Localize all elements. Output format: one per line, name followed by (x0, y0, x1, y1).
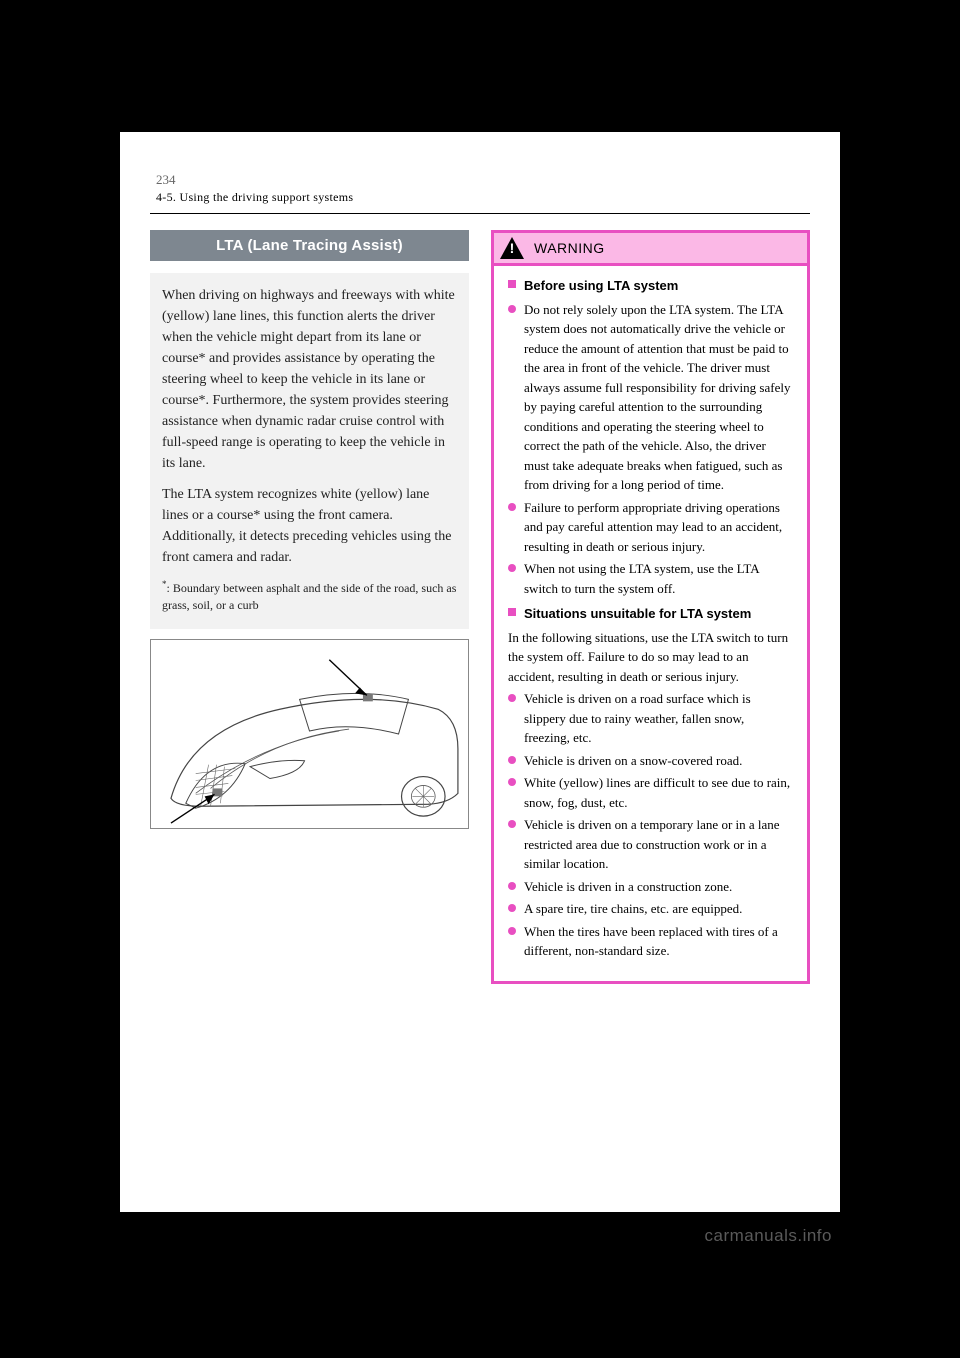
bullet-text: Vehicle is driven on a snow-covered road… (524, 751, 793, 771)
dot-bullet-icon (508, 694, 516, 702)
intro-paragraph: When driving on highways and freeways wi… (162, 285, 457, 474)
warning-section: Situations unsuitable for LTA system In … (508, 604, 793, 961)
dot-bullet-icon (508, 882, 516, 890)
bullet-text: When the tires have been replaced with t… (524, 922, 793, 961)
divider (150, 213, 810, 214)
footnote-definition: *: Boundary between asphalt and the side… (162, 578, 457, 615)
warning-section-title-text: Before using LTA system (524, 276, 678, 296)
warning-bullet: Vehicle is driven on a temporary lane or… (508, 815, 793, 874)
bullet-text: A spare tire, tire chains, etc. are equi… (524, 899, 793, 919)
bullet-text: Vehicle is driven in a construction zone… (524, 877, 793, 897)
warning-label: WARNING (534, 240, 605, 256)
warning-bullet: Vehicle is driven on a snow-covered road… (508, 751, 793, 771)
warning-section: Before using LTA system Do not rely sole… (508, 276, 793, 598)
square-bullet-icon (508, 608, 516, 616)
page-number: 234 (150, 172, 810, 188)
bullet-text: Failure to perform appropriate driving o… (524, 498, 793, 557)
dot-bullet-icon (508, 305, 516, 313)
warning-lead: In the following situations, use the LTA… (508, 628, 793, 687)
breadcrumb: 4-5. Using the driving support systems (150, 190, 810, 205)
bullet-text: When not using the LTA system, use the L… (524, 559, 793, 598)
bullet-text: Do not rely solely upon the LTA system. … (524, 300, 793, 495)
warning-section-title-text: Situations unsuitable for LTA system (524, 604, 751, 624)
intro-box: When driving on highways and freeways wi… (150, 273, 469, 629)
warning-bullet: When the tires have been replaced with t… (508, 922, 793, 961)
warning-icon (500, 237, 524, 259)
square-bullet-icon (508, 280, 516, 288)
warning-bullet: When not using the LTA system, use the L… (508, 559, 793, 598)
right-column: WARNING Before using LTA system Do not r… (491, 230, 810, 984)
warning-section-title: Situations unsuitable for LTA system (508, 604, 793, 624)
dot-bullet-icon (508, 564, 516, 572)
intro-paragraph: The LTA system recognizes white (yellow)… (162, 484, 457, 568)
warning-section-title: Before using LTA system (508, 276, 793, 296)
dot-bullet-icon (508, 820, 516, 828)
vehicle-sensor-illustration (150, 639, 469, 829)
footnote-text: Boundary between asphalt and the side of… (162, 581, 456, 612)
warning-bullet: Do not rely solely upon the LTA system. … (508, 300, 793, 495)
lead-text: In the following situations, use the LTA… (508, 628, 793, 687)
dot-bullet-icon (508, 927, 516, 935)
warning-bullet: Vehicle is driven in a construction zone… (508, 877, 793, 897)
left-column: LTA (Lane Tracing Assist) When driving o… (150, 230, 469, 984)
warning-bullet: White (yellow) lines are difficult to se… (508, 773, 793, 812)
bullet-text: Vehicle is driven on a temporary lane or… (524, 815, 793, 874)
footnote-marker: * (162, 579, 167, 589)
dot-bullet-icon (508, 503, 516, 511)
warning-bullet: Vehicle is driven on a road surface whic… (508, 689, 793, 748)
columns: LTA (Lane Tracing Assist) When driving o… (150, 230, 810, 984)
warning-bullet: Failure to perform appropriate driving o… (508, 498, 793, 557)
bullet-text: White (yellow) lines are difficult to se… (524, 773, 793, 812)
dot-bullet-icon (508, 904, 516, 912)
source-watermark: carmanuals.info (704, 1226, 832, 1246)
warning-box: WARNING Before using LTA system Do not r… (491, 230, 810, 984)
warning-bullet: A spare tire, tire chains, etc. are equi… (508, 899, 793, 919)
section-title: LTA (Lane Tracing Assist) (150, 230, 469, 261)
warning-body: Before using LTA system Do not rely sole… (494, 276, 807, 961)
dot-bullet-icon (508, 778, 516, 786)
manual-page: 234 4-5. Using the driving support syste… (120, 132, 840, 1212)
dot-bullet-icon (508, 756, 516, 764)
warning-header: WARNING (494, 233, 807, 266)
bullet-text: Vehicle is driven on a road surface whic… (524, 689, 793, 748)
